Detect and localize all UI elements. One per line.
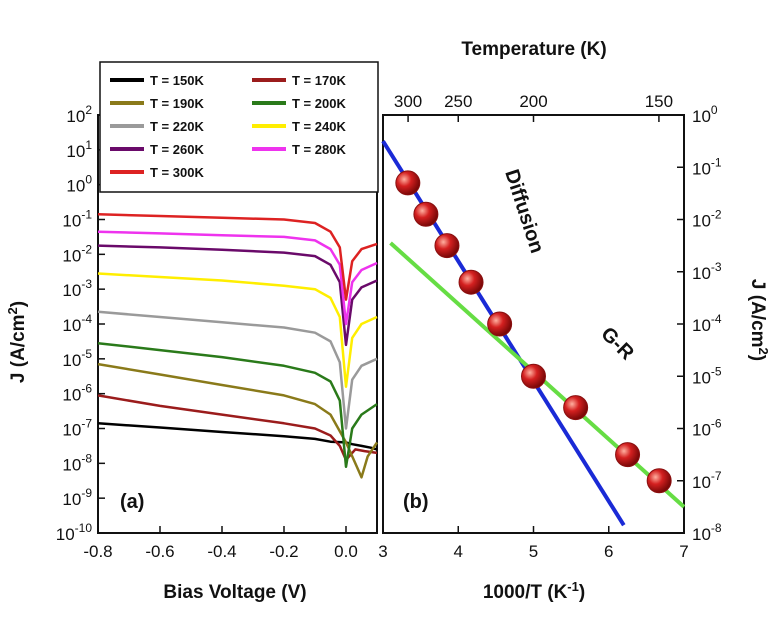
series-line-190k	[97, 362, 379, 479]
y-tick-label: 10-2	[62, 242, 92, 265]
legend-label: T = 200K	[292, 96, 346, 111]
annotation-g-r: G-R	[596, 323, 638, 365]
panel-a: -0.8 -0.6 -0.4 -0.2 0.0 10-10 10-9 10-8 10-7 10-…	[5, 103, 379, 603]
y-tick-label: 10-6	[62, 382, 92, 405]
x-tick-label: -0.6	[145, 542, 174, 561]
x-tick-label: 7	[679, 542, 688, 561]
top-tick-label: 200	[519, 92, 547, 111]
y-tick-label: 10-6	[692, 417, 722, 440]
legend-label: T = 260K	[150, 142, 204, 157]
x-tick-label: 6	[604, 542, 613, 561]
y-tick-label: 10-2	[692, 208, 722, 231]
data-point	[521, 363, 546, 389]
legend-label: T = 300K	[150, 165, 204, 180]
top-tick-label: 150	[645, 92, 673, 111]
x-tick-label: 5	[529, 542, 538, 561]
panel-b-y-axis-label: J (A/cm2)	[747, 279, 771, 361]
x-tick-label: -0.2	[269, 542, 298, 561]
series-line-170k	[97, 394, 378, 462]
y-tick-label: 10-7	[692, 469, 722, 492]
panel-a-series	[97, 213, 379, 479]
y-tick-label: 10-4	[62, 312, 92, 335]
legend-box	[99, 61, 379, 193]
panel-b-top-axis-label: Temperature (K)	[461, 39, 606, 60]
series-line-300k	[97, 213, 378, 301]
y-tick-label: 102	[66, 103, 92, 126]
legend: T = 150K T = 170K T = 190K T = 200K T = 220K…	[99, 61, 379, 193]
series-line-260k	[97, 244, 378, 347]
panel-a-x-ticks: -0.8 -0.6 -0.4 -0.2 0.0	[83, 526, 358, 561]
y-tick-label: 10-7	[62, 417, 92, 440]
panel-b-x-ticks: 3 4 5 6 7	[378, 526, 689, 561]
panel-b: 3 4 5 6 7 300 250 200 150 10-8 10-7 10-6 10-5 10-4 1…	[378, 39, 771, 603]
data-point	[395, 170, 421, 196]
y-tick-label: 10-1	[692, 155, 722, 178]
y-tick-label: 10-8	[692, 521, 722, 544]
legend-label: T = 240K	[292, 119, 346, 134]
y-tick-label: 10-3	[692, 260, 722, 283]
legend-label: T = 280K	[292, 142, 346, 157]
series-line-150k	[97, 422, 378, 451]
legend-label: T = 190K	[150, 96, 204, 111]
data-point	[615, 442, 641, 468]
panel-b-fit-lines	[381, 140, 686, 527]
panel-b-label: (b)	[403, 491, 429, 513]
y-tick-label: 10-5	[692, 364, 722, 387]
x-tick-label: 3	[378, 542, 387, 561]
panel-b-top-ticks: 300 250 200 150	[394, 92, 673, 122]
annotation-diffusion: Diffusion	[500, 167, 548, 256]
y-tick-label: 10-1	[62, 208, 92, 231]
data-point	[563, 395, 589, 421]
x-tick-label: 4	[454, 542, 463, 561]
panel-a-x-axis-label: Bias Voltage (V)	[163, 582, 306, 603]
panel-a-y-axis-label: J (A/cm2)	[5, 301, 29, 383]
legend-label: T = 150K	[150, 73, 204, 88]
y-tick-label: 100	[66, 173, 92, 196]
panel-a-label: (a)	[120, 491, 144, 513]
panel-b-frame	[382, 114, 685, 534]
y-tick-label: 10-3	[62, 277, 92, 300]
data-point	[646, 468, 672, 494]
y-tick-label: 100	[692, 103, 718, 126]
legend-label: T = 170K	[292, 73, 346, 88]
legend-label: T = 220K	[150, 119, 204, 134]
y-tick-label: 10-9	[62, 486, 92, 509]
x-tick-label: -0.4	[207, 542, 236, 561]
x-tick-label: 0.0	[334, 542, 358, 561]
data-point	[434, 233, 460, 259]
y-tick-label: 10-10	[56, 521, 93, 544]
series-line-280k	[97, 230, 378, 326]
data-point	[487, 311, 513, 337]
y-tick-label: 101	[66, 138, 92, 161]
data-point	[458, 269, 484, 295]
series-line-220k	[97, 310, 378, 430]
top-tick-label: 250	[444, 92, 472, 111]
y-tick-label: 10-8	[62, 451, 92, 474]
series-line-200k	[97, 341, 378, 469]
data-point	[413, 201, 439, 227]
x-tick-label: -0.8	[83, 542, 112, 561]
top-tick-label: 300	[394, 92, 422, 111]
y-tick-label: 10-4	[692, 312, 722, 335]
series-line-240k	[97, 272, 378, 388]
panel-b-points	[395, 170, 672, 494]
panel-b-x-axis-label: 1000/T (K-1)	[483, 579, 585, 603]
y-tick-label: 10-5	[62, 347, 92, 370]
